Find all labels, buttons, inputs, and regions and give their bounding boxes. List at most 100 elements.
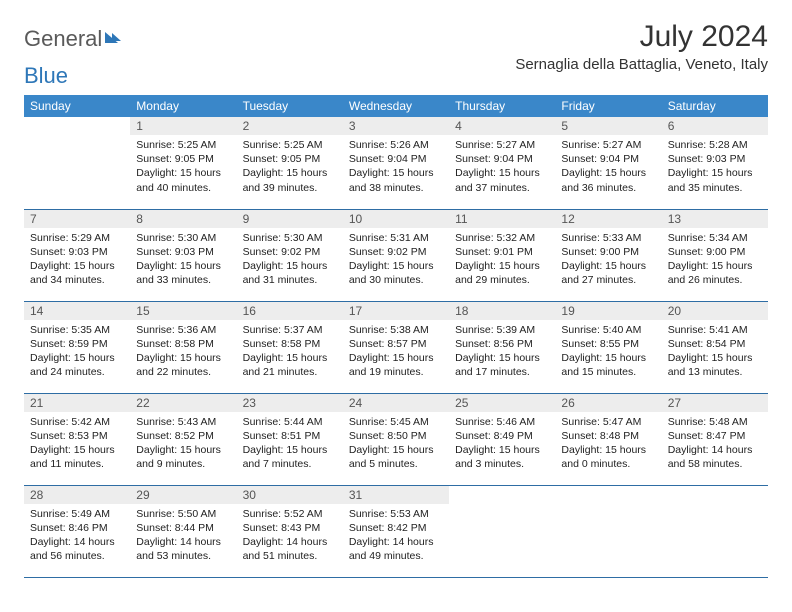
day-number: 14 bbox=[24, 302, 130, 320]
logo-triangle-icon-2 bbox=[112, 33, 121, 41]
day-details: Sunrise: 5:42 AMSunset: 8:53 PMDaylight:… bbox=[24, 412, 130, 478]
day-number: 6 bbox=[662, 117, 768, 135]
day-number: 25 bbox=[449, 394, 555, 412]
weekday-header: Sunday bbox=[24, 95, 130, 117]
weekday-header: Saturday bbox=[662, 95, 768, 117]
day-number: 13 bbox=[662, 210, 768, 228]
weekday-header: Wednesday bbox=[343, 95, 449, 117]
day-details: Sunrise: 5:37 AMSunset: 8:58 PMDaylight:… bbox=[237, 320, 343, 386]
day-number: 30 bbox=[237, 486, 343, 504]
day-details: Sunrise: 5:28 AMSunset: 9:03 PMDaylight:… bbox=[662, 135, 768, 201]
calendar-day-cell: 24Sunrise: 5:45 AMSunset: 8:50 PMDayligh… bbox=[343, 393, 449, 485]
day-number: 2 bbox=[237, 117, 343, 135]
day-details: Sunrise: 5:33 AMSunset: 9:00 PMDaylight:… bbox=[555, 228, 661, 294]
calendar-week-row: 14Sunrise: 5:35 AMSunset: 8:59 PMDayligh… bbox=[24, 301, 768, 393]
day-number: 8 bbox=[130, 210, 236, 228]
day-details: Sunrise: 5:40 AMSunset: 8:55 PMDaylight:… bbox=[555, 320, 661, 386]
calendar-day-cell: 11Sunrise: 5:32 AMSunset: 9:01 PMDayligh… bbox=[449, 209, 555, 301]
day-number: 31 bbox=[343, 486, 449, 504]
calendar-day-cell: 2Sunrise: 5:25 AMSunset: 9:05 PMDaylight… bbox=[237, 117, 343, 209]
calendar-day-cell bbox=[24, 117, 130, 209]
calendar-day-cell: 8Sunrise: 5:30 AMSunset: 9:03 PMDaylight… bbox=[130, 209, 236, 301]
day-details: Sunrise: 5:44 AMSunset: 8:51 PMDaylight:… bbox=[237, 412, 343, 478]
calendar-day-cell: 10Sunrise: 5:31 AMSunset: 9:02 PMDayligh… bbox=[343, 209, 449, 301]
calendar-day-cell: 26Sunrise: 5:47 AMSunset: 8:48 PMDayligh… bbox=[555, 393, 661, 485]
day-number: 4 bbox=[449, 117, 555, 135]
day-details: Sunrise: 5:30 AMSunset: 9:03 PMDaylight:… bbox=[130, 228, 236, 294]
day-details: Sunrise: 5:25 AMSunset: 9:05 PMDaylight:… bbox=[130, 135, 236, 201]
calendar-day-cell: 4Sunrise: 5:27 AMSunset: 9:04 PMDaylight… bbox=[449, 117, 555, 209]
weekday-header: Monday bbox=[130, 95, 236, 117]
day-details: Sunrise: 5:52 AMSunset: 8:43 PMDaylight:… bbox=[237, 504, 343, 570]
calendar-day-cell: 5Sunrise: 5:27 AMSunset: 9:04 PMDaylight… bbox=[555, 117, 661, 209]
calendar-day-cell: 16Sunrise: 5:37 AMSunset: 8:58 PMDayligh… bbox=[237, 301, 343, 393]
day-number: 27 bbox=[662, 394, 768, 412]
calendar-day-cell: 21Sunrise: 5:42 AMSunset: 8:53 PMDayligh… bbox=[24, 393, 130, 485]
day-number: 24 bbox=[343, 394, 449, 412]
calendar-day-cell: 13Sunrise: 5:34 AMSunset: 9:00 PMDayligh… bbox=[662, 209, 768, 301]
day-details: Sunrise: 5:41 AMSunset: 8:54 PMDaylight:… bbox=[662, 320, 768, 386]
day-number: 1 bbox=[130, 117, 236, 135]
calendar-day-cell bbox=[662, 485, 768, 577]
calendar-day-cell: 17Sunrise: 5:38 AMSunset: 8:57 PMDayligh… bbox=[343, 301, 449, 393]
day-details: Sunrise: 5:31 AMSunset: 9:02 PMDaylight:… bbox=[343, 228, 449, 294]
month-title: July 2024 bbox=[515, 20, 768, 54]
day-number: 15 bbox=[130, 302, 236, 320]
logo-text-2: Blue bbox=[24, 63, 68, 89]
day-details: Sunrise: 5:49 AMSunset: 8:46 PMDaylight:… bbox=[24, 504, 130, 570]
day-details: Sunrise: 5:46 AMSunset: 8:49 PMDaylight:… bbox=[449, 412, 555, 478]
calendar-day-cell bbox=[449, 485, 555, 577]
calendar-day-cell: 19Sunrise: 5:40 AMSunset: 8:55 PMDayligh… bbox=[555, 301, 661, 393]
day-number: 3 bbox=[343, 117, 449, 135]
day-details: Sunrise: 5:38 AMSunset: 8:57 PMDaylight:… bbox=[343, 320, 449, 386]
day-number: 5 bbox=[555, 117, 661, 135]
calendar-day-cell: 12Sunrise: 5:33 AMSunset: 9:00 PMDayligh… bbox=[555, 209, 661, 301]
day-details: Sunrise: 5:25 AMSunset: 9:05 PMDaylight:… bbox=[237, 135, 343, 201]
logo: General bbox=[24, 20, 121, 52]
day-number: 29 bbox=[130, 486, 236, 504]
day-details: Sunrise: 5:34 AMSunset: 9:00 PMDaylight:… bbox=[662, 228, 768, 294]
day-number: 12 bbox=[555, 210, 661, 228]
calendar-day-cell: 29Sunrise: 5:50 AMSunset: 8:44 PMDayligh… bbox=[130, 485, 236, 577]
day-number: 16 bbox=[237, 302, 343, 320]
calendar-day-cell: 15Sunrise: 5:36 AMSunset: 8:58 PMDayligh… bbox=[130, 301, 236, 393]
calendar-day-cell: 25Sunrise: 5:46 AMSunset: 8:49 PMDayligh… bbox=[449, 393, 555, 485]
day-number: 23 bbox=[237, 394, 343, 412]
calendar-day-cell: 20Sunrise: 5:41 AMSunset: 8:54 PMDayligh… bbox=[662, 301, 768, 393]
day-details: Sunrise: 5:26 AMSunset: 9:04 PMDaylight:… bbox=[343, 135, 449, 201]
calendar-day-cell: 6Sunrise: 5:28 AMSunset: 9:03 PMDaylight… bbox=[662, 117, 768, 209]
day-number: 10 bbox=[343, 210, 449, 228]
day-details: Sunrise: 5:29 AMSunset: 9:03 PMDaylight:… bbox=[24, 228, 130, 294]
day-number: 17 bbox=[343, 302, 449, 320]
day-number: 19 bbox=[555, 302, 661, 320]
day-details: Sunrise: 5:39 AMSunset: 8:56 PMDaylight:… bbox=[449, 320, 555, 386]
day-details: Sunrise: 5:32 AMSunset: 9:01 PMDaylight:… bbox=[449, 228, 555, 294]
calendar-week-row: 28Sunrise: 5:49 AMSunset: 8:46 PMDayligh… bbox=[24, 485, 768, 577]
day-details: Sunrise: 5:43 AMSunset: 8:52 PMDaylight:… bbox=[130, 412, 236, 478]
weekday-header: Friday bbox=[555, 95, 661, 117]
weekday-header: Thursday bbox=[449, 95, 555, 117]
day-number: 21 bbox=[24, 394, 130, 412]
calendar-day-cell: 18Sunrise: 5:39 AMSunset: 8:56 PMDayligh… bbox=[449, 301, 555, 393]
day-details: Sunrise: 5:53 AMSunset: 8:42 PMDaylight:… bbox=[343, 504, 449, 570]
location: Sernaglia della Battaglia, Veneto, Italy bbox=[515, 56, 768, 73]
day-number: 28 bbox=[24, 486, 130, 504]
calendar-week-row: 7Sunrise: 5:29 AMSunset: 9:03 PMDaylight… bbox=[24, 209, 768, 301]
title-block: July 2024 Sernaglia della Battaglia, Ven… bbox=[515, 20, 768, 73]
day-number: 20 bbox=[662, 302, 768, 320]
calendar-week-row: 1Sunrise: 5:25 AMSunset: 9:05 PMDaylight… bbox=[24, 117, 768, 209]
calendar-week-row: 21Sunrise: 5:42 AMSunset: 8:53 PMDayligh… bbox=[24, 393, 768, 485]
calendar-day-cell: 14Sunrise: 5:35 AMSunset: 8:59 PMDayligh… bbox=[24, 301, 130, 393]
calendar-day-cell: 31Sunrise: 5:53 AMSunset: 8:42 PMDayligh… bbox=[343, 485, 449, 577]
logo-text-1: General bbox=[24, 26, 102, 52]
day-number: 9 bbox=[237, 210, 343, 228]
day-number: 22 bbox=[130, 394, 236, 412]
day-details: Sunrise: 5:48 AMSunset: 8:47 PMDaylight:… bbox=[662, 412, 768, 478]
calendar-day-cell: 27Sunrise: 5:48 AMSunset: 8:47 PMDayligh… bbox=[662, 393, 768, 485]
day-details: Sunrise: 5:45 AMSunset: 8:50 PMDaylight:… bbox=[343, 412, 449, 478]
day-details: Sunrise: 5:50 AMSunset: 8:44 PMDaylight:… bbox=[130, 504, 236, 570]
calendar-day-cell: 1Sunrise: 5:25 AMSunset: 9:05 PMDaylight… bbox=[130, 117, 236, 209]
calendar-table: SundayMondayTuesdayWednesdayThursdayFrid… bbox=[24, 95, 768, 578]
calendar-body: 1Sunrise: 5:25 AMSunset: 9:05 PMDaylight… bbox=[24, 117, 768, 577]
calendar-day-cell: 28Sunrise: 5:49 AMSunset: 8:46 PMDayligh… bbox=[24, 485, 130, 577]
